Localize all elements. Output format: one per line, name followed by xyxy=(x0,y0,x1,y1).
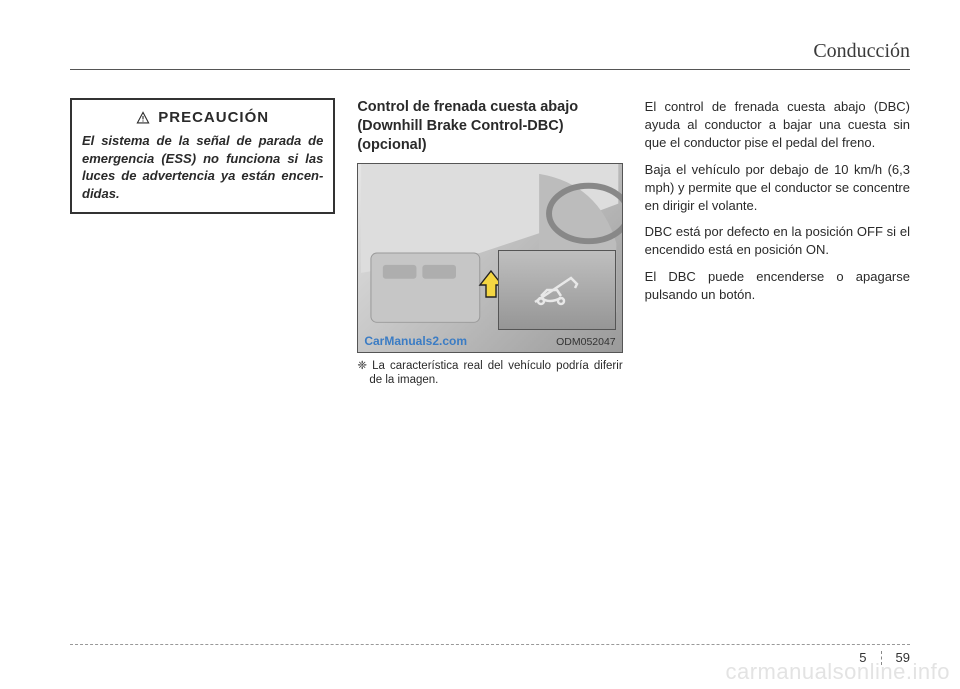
body-paragraph: DBC está por defecto en la posición OFF … xyxy=(645,223,910,259)
section-title: Control de frenada cuesta abajo (Downhil… xyxy=(357,98,622,155)
body-paragraph: El control de frenada cuesta abajo (DBC)… xyxy=(645,98,910,153)
footer-dashed-line xyxy=(70,644,910,645)
column-1: PRECAUCIÓN El sistema de la señal de par… xyxy=(70,98,335,388)
figure-dbc: CarManuals2.com ODM052047 xyxy=(357,163,622,353)
body-paragraph: El DBC puede encenderse o apagarse pulsa… xyxy=(645,268,910,304)
warning-icon xyxy=(136,111,150,125)
figure-code: ODM052047 xyxy=(556,336,616,348)
header-rule xyxy=(70,69,910,70)
caution-box: PRECAUCIÓN El sistema de la señal de par… xyxy=(70,98,335,214)
column-2: Control de frenada cuesta abajo (Downhil… xyxy=(357,98,622,388)
body-paragraph: Baja el vehículo por debajo de 10 km/h (… xyxy=(645,161,910,216)
dbc-icon xyxy=(527,268,587,312)
column-3: El control de frenada cuesta abajo (DBC)… xyxy=(645,98,910,388)
content-columns: PRECAUCIÓN El sistema de la señal de par… xyxy=(70,98,910,388)
figure-watermark: CarManuals2.com xyxy=(364,334,467,348)
figure-footnote: ❈ La característica real del vehículo po… xyxy=(357,359,622,389)
caution-body: El sistema de la señal de parada de emer… xyxy=(82,132,323,202)
figure-inset xyxy=(498,250,616,330)
caution-title: PRECAUCIÓN xyxy=(82,108,323,128)
caution-label: PRECAUCIÓN xyxy=(158,108,269,128)
section-header: Conducción xyxy=(70,40,910,63)
site-watermark: carmanualsonline.info xyxy=(725,659,950,685)
